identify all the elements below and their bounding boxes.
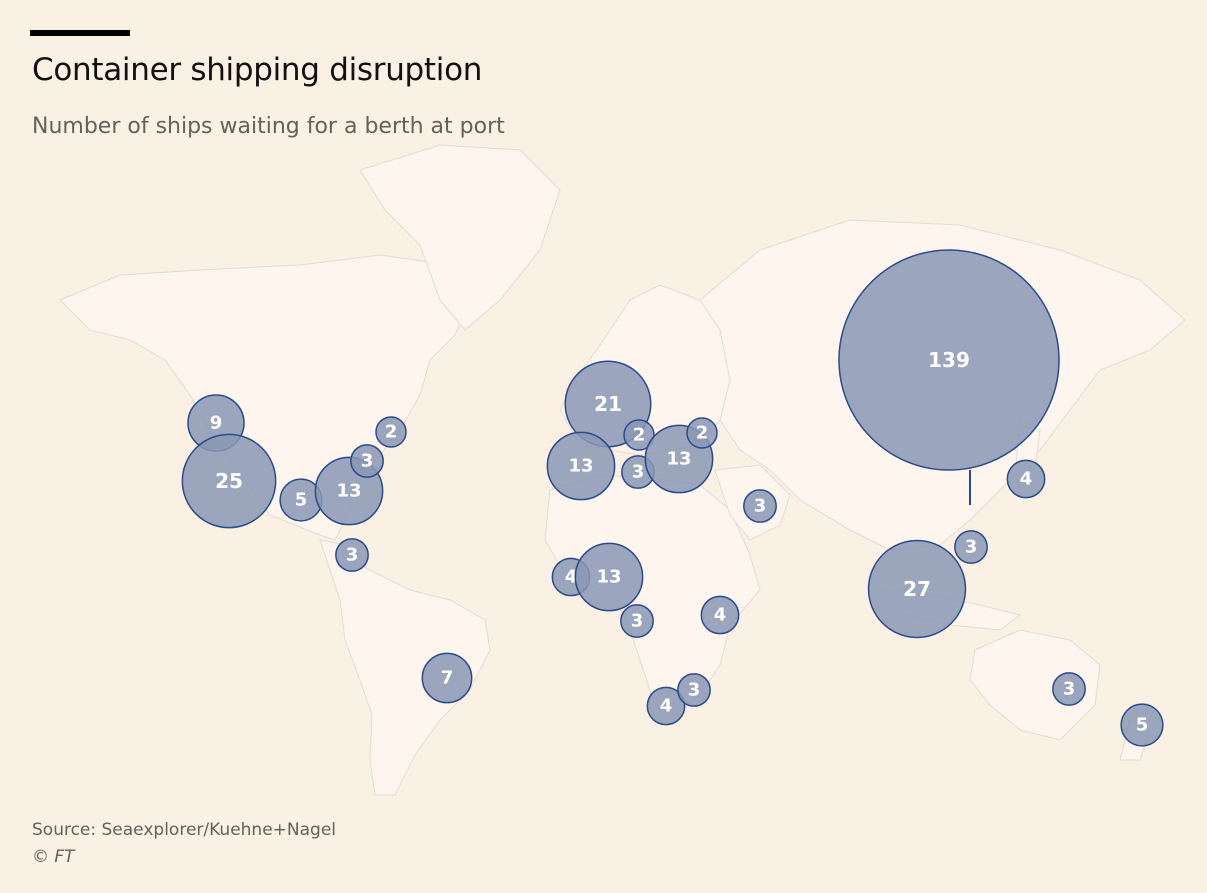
port-bubble-label: 21 xyxy=(594,392,622,416)
port-bubble xyxy=(623,419,655,451)
port-bubble xyxy=(954,530,988,564)
port-bubble-label: 2 xyxy=(633,425,646,446)
source-note: Source: Seaexplorer/Kuehne+Nagel xyxy=(32,820,337,840)
port-bubble-label: 13 xyxy=(596,567,621,588)
port-bubble xyxy=(350,444,384,478)
port-bubble xyxy=(867,539,967,639)
copyright-note: © FT xyxy=(32,847,75,867)
port-bubble xyxy=(421,652,473,704)
port-bubble xyxy=(646,686,686,726)
port-bubble-label: 9 xyxy=(210,413,223,434)
chart-subtitle: Number of ships waiting for a berth at p… xyxy=(32,114,505,139)
port-bubble xyxy=(546,431,616,501)
port-bubble xyxy=(620,604,654,638)
port-bubble-label: 139 xyxy=(928,348,970,372)
port-bubble-label: 4 xyxy=(660,696,673,717)
port-bubble-label: 3 xyxy=(688,680,701,701)
port-bubble-label: 3 xyxy=(632,462,645,483)
land-greenland xyxy=(359,144,561,331)
land-australia xyxy=(969,629,1101,741)
port-bubble xyxy=(838,249,1060,471)
port-bubble-label: 27 xyxy=(903,577,931,601)
land-south-america xyxy=(319,539,491,796)
port-bubble-label: 5 xyxy=(1136,715,1149,736)
port-bubble-label: 3 xyxy=(361,451,374,472)
port-bubble-label: 4 xyxy=(1020,469,1033,490)
port-bubble-label: 4 xyxy=(565,567,578,588)
port-bubble-label: 2 xyxy=(385,422,398,443)
port-bubble xyxy=(181,433,277,529)
port-bubble-label: 13 xyxy=(568,456,593,477)
title-rule xyxy=(30,30,130,36)
port-bubble-label: 2 xyxy=(696,423,709,444)
port-bubble-label: 3 xyxy=(346,545,359,566)
port-bubble xyxy=(743,489,777,523)
port-bubble-label: 3 xyxy=(754,496,767,517)
port-bubble-label: 5 xyxy=(295,490,308,511)
port-bubble xyxy=(1120,703,1164,747)
port-bubble xyxy=(700,595,740,635)
port-bubble xyxy=(1006,459,1046,499)
port-bubble-label: 3 xyxy=(965,537,978,558)
port-bubble-label: 4 xyxy=(714,605,727,626)
chart-title: Container shipping disruption xyxy=(32,52,483,88)
port-bubble-label: 3 xyxy=(631,611,644,632)
port-bubble xyxy=(335,538,369,572)
port-bubble-label: 3 xyxy=(1063,679,1076,700)
port-bubble xyxy=(686,417,718,449)
port-bubble-label: 13 xyxy=(666,449,691,470)
port-bubble xyxy=(677,673,711,707)
port-bubble xyxy=(1052,672,1086,706)
port-bubble xyxy=(375,416,407,448)
port-bubble-label: 7 xyxy=(441,668,454,689)
port-bubble-label: 13 xyxy=(336,481,361,502)
port-bubble-label: 25 xyxy=(215,469,243,493)
port-bubble xyxy=(574,542,644,612)
